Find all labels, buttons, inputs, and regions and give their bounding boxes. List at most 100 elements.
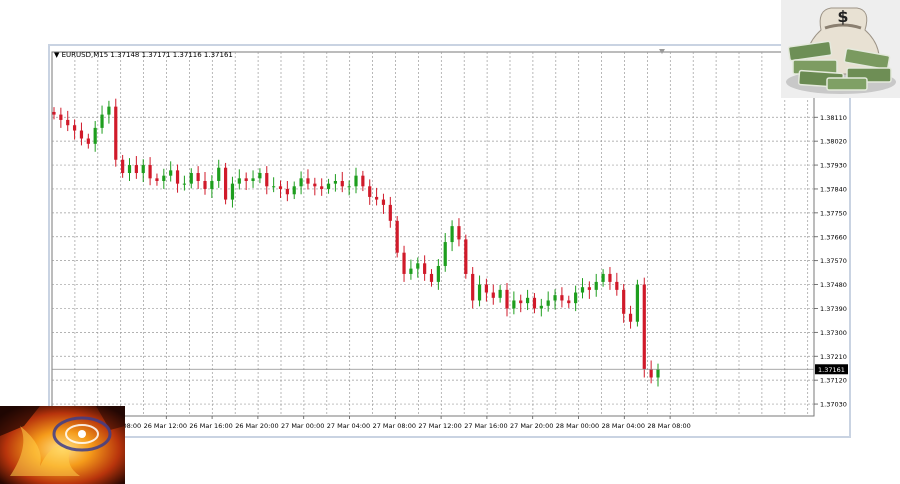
candle-body <box>546 300 550 306</box>
candle-body <box>175 170 180 184</box>
candle-body <box>320 186 324 189</box>
candle-body <box>381 199 386 205</box>
candle-body <box>574 292 578 304</box>
candle-body <box>162 175 166 181</box>
candle-body <box>155 178 159 181</box>
candle-body <box>121 159 125 174</box>
candle-body <box>272 186 276 188</box>
candle-body <box>656 369 660 378</box>
candle-body <box>52 111 56 115</box>
candle-body <box>265 173 269 187</box>
candle-body <box>429 273 434 282</box>
x-tick-label: 27 Mar 00:00 <box>281 422 324 430</box>
chart-shift-marker <box>659 49 665 54</box>
candle-body <box>464 239 468 274</box>
candle-body <box>333 180 338 184</box>
chart-header: ▼ EURUSD,M15 1.37148 1.37171 1.37116 1.3… <box>54 51 233 59</box>
candle-body <box>484 284 489 293</box>
y-tick-label: 1.37210 <box>820 353 847 361</box>
candle-body <box>107 106 111 115</box>
candle-body <box>409 268 413 274</box>
x-tick-label: 26 Mar 20:00 <box>235 422 278 430</box>
candle-body <box>210 180 214 189</box>
candle-body <box>258 173 262 179</box>
chart-ohlc-values: 1.37148 1.37171 1.37116 1.37161 <box>110 51 233 59</box>
candle-body <box>450 226 454 243</box>
candle-body <box>628 313 633 322</box>
y-tick-label: 1.37120 <box>820 377 847 385</box>
candle-body <box>217 167 221 181</box>
candle-body <box>66 119 70 126</box>
candle-body <box>498 289 502 298</box>
candle-body <box>525 297 530 304</box>
candle-body <box>519 300 523 304</box>
candle-body <box>457 226 461 240</box>
candle-body <box>505 289 509 309</box>
candle-body <box>306 178 310 184</box>
candle-body <box>635 284 640 322</box>
y-tick-label: 1.37390 <box>820 305 847 313</box>
candle-body <box>244 178 248 181</box>
candle-body <box>354 175 358 187</box>
candle-body <box>423 263 427 274</box>
y-tick-label: 1.37300 <box>820 329 847 337</box>
candle-body <box>237 178 241 184</box>
candle-body <box>127 165 132 174</box>
x-tick-label: 27 Mar 04:00 <box>327 422 370 430</box>
candle-body <box>299 178 303 187</box>
x-tick-label: 28 Mar 00:00 <box>556 422 599 430</box>
candle-body <box>649 369 653 378</box>
y-tick-label: 1.38020 <box>820 138 847 146</box>
y-tick-label: 1.37840 <box>820 185 847 193</box>
candle-body <box>601 273 605 282</box>
candle-body <box>169 170 173 176</box>
candle-body <box>539 305 543 309</box>
candle-body <box>86 138 90 144</box>
x-tick-label: 27 Mar 12:00 <box>418 422 461 430</box>
candle-body <box>471 273 475 301</box>
candle-body <box>182 183 187 185</box>
candle-body <box>402 252 406 274</box>
y-tick-label: 1.37750 <box>820 209 847 217</box>
y-tick-label: 1.38110 <box>820 114 847 122</box>
candle-body <box>93 127 97 144</box>
chart-dropdown-icon[interactable]: ▼ <box>54 51 60 59</box>
candle-body <box>594 281 598 290</box>
candle-body <box>292 186 296 195</box>
candle-body <box>512 300 516 309</box>
money-bag-image: $ <box>781 0 900 98</box>
x-tick-label: 26 Mar 16:00 <box>189 422 232 430</box>
candle-body <box>223 167 228 200</box>
candle-body <box>326 183 331 189</box>
y-tick-label: 1.37480 <box>820 281 847 289</box>
candle-body <box>416 263 420 269</box>
candle-body <box>491 292 495 298</box>
candle-body <box>100 114 104 128</box>
candle-body <box>285 188 289 195</box>
y-tick-label: 1.37030 <box>820 401 847 409</box>
x-tick-label: 28 Mar 04:00 <box>602 422 645 430</box>
chart-symbol: EURUSD,M15 <box>61 51 109 59</box>
candle-body <box>114 106 118 160</box>
chart-canvas[interactable]: 1.38110 1.38020 1.37930 1.37840 1.37750 1.376… <box>50 46 849 436</box>
x-tick-label: 26 Mar 12:00 <box>144 422 187 430</box>
candle-body <box>340 180 344 187</box>
x-tick-label: 27 Mar 08:00 <box>373 422 416 430</box>
candle-body <box>134 165 138 174</box>
candle-body <box>567 300 571 304</box>
candle-body <box>642 284 646 370</box>
y-tick-label: 1.37570 <box>820 257 847 265</box>
candle-body <box>203 180 207 189</box>
fire-logo-image <box>0 406 125 484</box>
candle-body <box>347 186 351 188</box>
candle-body <box>553 295 557 301</box>
candle-body <box>368 186 372 197</box>
candle-body <box>615 281 619 290</box>
candle-body <box>477 284 482 301</box>
candle-body <box>148 165 152 179</box>
plot-frame <box>51 51 815 417</box>
candle-body <box>251 178 255 181</box>
candle-body <box>608 273 612 282</box>
chart-window[interactable]: 1.38110 1.38020 1.37930 1.37840 1.37750 1.376… <box>48 44 851 438</box>
candle-body <box>72 125 77 131</box>
